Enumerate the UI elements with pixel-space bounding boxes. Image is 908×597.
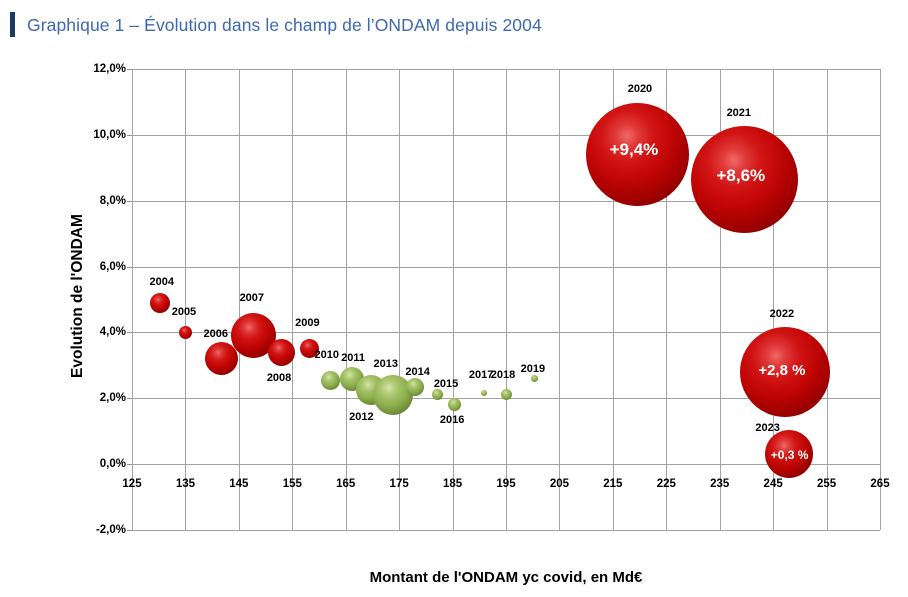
x-tick-label: 255 bbox=[816, 478, 837, 491]
grid-line-horizontal bbox=[132, 464, 880, 466]
bubble-2017 bbox=[481, 390, 488, 397]
page-title: Graphique 1 – Évolution dans le champ de… bbox=[27, 15, 542, 35]
x-tick-label: 235 bbox=[710, 478, 730, 491]
bubble-2009 bbox=[299, 339, 319, 359]
grid-line-vertical bbox=[452, 69, 454, 530]
year-label-2009: 2009 bbox=[295, 316, 320, 329]
year-label-2012: 2012 bbox=[349, 411, 374, 424]
x-tick-label: 165 bbox=[336, 478, 356, 491]
x-tick-label: 265 bbox=[870, 478, 890, 491]
x-tick-label: 215 bbox=[603, 478, 623, 491]
grid-line-horizontal bbox=[132, 332, 880, 334]
grid-line-vertical bbox=[719, 69, 721, 530]
grid-line-vertical bbox=[292, 69, 294, 530]
y-tick-label: 12,0% bbox=[93, 63, 126, 75]
x-tick-label: 135 bbox=[175, 478, 196, 491]
y-axis-tick bbox=[127, 464, 132, 466]
y-axis-tick bbox=[127, 266, 132, 268]
bubble-2010 bbox=[321, 370, 341, 390]
y-axis-tick bbox=[127, 398, 132, 400]
grid-line-vertical bbox=[399, 69, 401, 530]
bubble-2018 bbox=[500, 389, 512, 401]
x-tick-label: 145 bbox=[229, 478, 249, 491]
bubble-2020 bbox=[586, 103, 690, 207]
year-label-2018: 2018 bbox=[490, 368, 516, 381]
year-label-2022: 2022 bbox=[769, 307, 795, 320]
year-label-2011: 2011 bbox=[341, 351, 366, 364]
grid-line-vertical bbox=[559, 69, 561, 530]
x-tick-label: 225 bbox=[656, 478, 676, 491]
year-label-2023: 2023 bbox=[755, 422, 780, 435]
bubble-2021 bbox=[691, 125, 799, 233]
x-tick-label: 185 bbox=[442, 478, 463, 491]
grid-line-vertical bbox=[826, 69, 828, 530]
y-axis-tick bbox=[127, 69, 132, 70]
grid-line-vertical bbox=[132, 69, 133, 530]
bubble-2013 bbox=[372, 374, 413, 415]
x-tick-label: 205 bbox=[549, 478, 570, 491]
bubble-2023 bbox=[764, 430, 813, 479]
y-tick-label: 6,0% bbox=[99, 260, 126, 273]
year-label-2008: 2008 bbox=[266, 372, 292, 385]
y-tick-label: 4,0% bbox=[99, 326, 126, 339]
grid-line-horizontal bbox=[132, 200, 880, 202]
year-label-2005: 2005 bbox=[171, 306, 197, 319]
bubble-2016 bbox=[447, 398, 461, 412]
year-label-2007: 2007 bbox=[239, 291, 265, 304]
grid-line-vertical bbox=[666, 69, 668, 530]
year-label-2020: 2020 bbox=[627, 82, 653, 95]
grid-line-vertical bbox=[345, 69, 347, 530]
year-label-2019: 2019 bbox=[520, 362, 546, 375]
value-label-2022: +2,8 % bbox=[758, 361, 806, 379]
year-label-2015: 2015 bbox=[433, 377, 459, 390]
y-axis-tick bbox=[127, 530, 132, 531]
y-axis-tick bbox=[127, 332, 132, 334]
y-tick-label: 10,0% bbox=[93, 128, 126, 141]
year-label-2021: 2021 bbox=[726, 107, 752, 120]
grid-line-horizontal bbox=[132, 530, 880, 531]
x-tick-label: 125 bbox=[122, 478, 142, 491]
grid-line-horizontal bbox=[132, 69, 880, 70]
grid-line-vertical bbox=[506, 69, 507, 530]
bubble-2004 bbox=[149, 292, 170, 313]
x-axis-title: Montant de l'ONDAM yc covid, en Md€ bbox=[369, 569, 643, 586]
grid-line-vertical bbox=[238, 69, 240, 530]
year-label-2016: 2016 bbox=[439, 413, 465, 426]
grid-line-horizontal bbox=[132, 266, 880, 268]
y-tick-label: -2,0% bbox=[95, 524, 126, 536]
year-label-2010: 2010 bbox=[314, 349, 339, 362]
x-tick-label: 175 bbox=[389, 478, 409, 491]
value-label-2023: +0,3 % bbox=[770, 448, 809, 463]
year-label-2017: 2017 bbox=[468, 369, 494, 382]
bubble-2015 bbox=[431, 389, 443, 401]
bubble-2022 bbox=[739, 326, 830, 417]
year-label-2004: 2004 bbox=[149, 275, 175, 288]
y-tick-label: 8,0% bbox=[99, 194, 126, 207]
x-tick-label: 245 bbox=[763, 478, 783, 491]
x-tick-label: 155 bbox=[282, 478, 302, 491]
y-tick-label: 0,0% bbox=[99, 458, 126, 471]
year-label-2014: 2014 bbox=[405, 365, 430, 378]
bubble-2006 bbox=[205, 342, 239, 376]
year-label-2013: 2013 bbox=[373, 357, 398, 370]
y-axis-tick bbox=[127, 134, 132, 136]
bubble-2019 bbox=[531, 375, 539, 383]
grid-line-vertical bbox=[612, 69, 614, 530]
value-label-2020: +9,4% bbox=[609, 139, 659, 159]
bubble-2005 bbox=[179, 325, 193, 339]
grid-line-vertical bbox=[185, 69, 187, 530]
year-label-2006: 2006 bbox=[203, 327, 228, 340]
value-label-2021: +8,6% bbox=[716, 166, 766, 186]
grid-line-horizontal bbox=[132, 134, 880, 136]
y-axis-tick bbox=[127, 200, 132, 202]
x-tick-label: 195 bbox=[496, 478, 516, 491]
grid-line-vertical bbox=[880, 69, 881, 530]
y-tick-label: 2,0% bbox=[99, 392, 126, 405]
bubble-2008 bbox=[267, 338, 295, 366]
title-accent-bar bbox=[10, 12, 15, 37]
bubble-2014 bbox=[405, 377, 424, 396]
grid-line-vertical bbox=[773, 69, 775, 530]
